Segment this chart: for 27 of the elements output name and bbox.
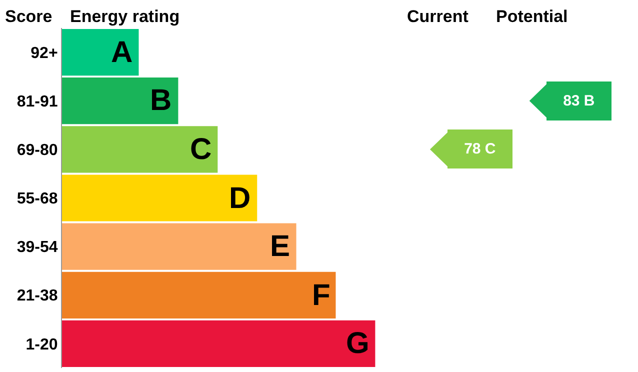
annotation: B (150, 84, 172, 117)
bar (62, 320, 376, 368)
bar (62, 126, 218, 173)
annotation: D (229, 182, 251, 215)
annotation: G (346, 327, 370, 360)
bar (62, 174, 258, 222)
bar (62, 272, 336, 318)
y-tick-label: 55-68 (16, 190, 58, 208)
y-tick-label: 21-38 (16, 288, 58, 305)
x-axis-title: Energy rating (70, 7, 180, 26)
y-tick-label: 39-54 (16, 239, 58, 256)
y-tick-label: 69-80 (16, 142, 58, 160)
text: Current (407, 7, 469, 26)
y-tick-label: 92+ (30, 44, 58, 62)
y-tick-label: 1-20 (26, 336, 58, 354)
y-axis-title: Score (5, 7, 52, 26)
bar (62, 28, 139, 76)
bar (62, 223, 296, 270)
text: 78 C (464, 140, 496, 158)
annotation: F (312, 279, 330, 312)
bar (62, 78, 178, 124)
text: 83 B (563, 92, 595, 110)
annotation: C (190, 133, 212, 166)
text: Potential (496, 7, 568, 26)
annotation: E (270, 230, 290, 263)
annotation: A (111, 36, 133, 69)
y-tick-label: 81-91 (16, 93, 58, 110)
